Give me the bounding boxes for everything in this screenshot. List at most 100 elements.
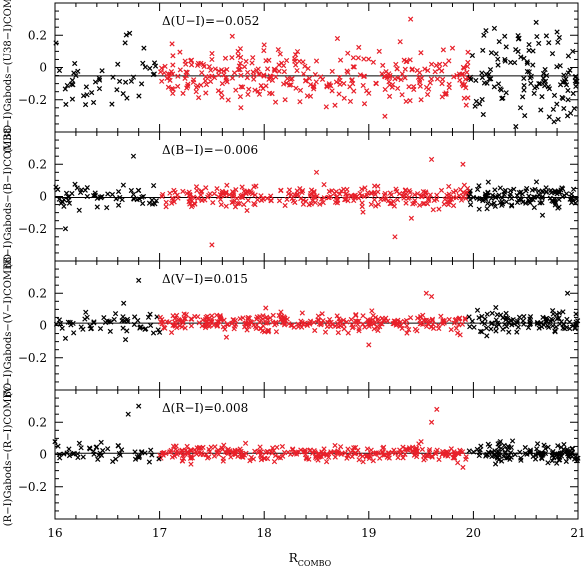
- data-point: [440, 76, 446, 82]
- data-point-stroke: [235, 67, 242, 73]
- data-point-stroke: [567, 196, 573, 202]
- data-point: [495, 81, 502, 87]
- data-point-stroke: [433, 62, 439, 69]
- data-point-stroke: [375, 318, 381, 325]
- data-point: [121, 300, 127, 306]
- data-point-stroke: [476, 315, 482, 321]
- data-point-stroke: [469, 52, 476, 59]
- data-point-stroke: [507, 59, 514, 65]
- data-point: [493, 328, 499, 334]
- data-point-stroke: [341, 95, 347, 101]
- data-point-stroke: [489, 310, 495, 316]
- data-point: [347, 84, 353, 90]
- data-point-stroke: [420, 321, 426, 327]
- data-point-stroke: [373, 80, 379, 86]
- data-point-stroke: [488, 195, 495, 202]
- data-point-stroke: [307, 191, 314, 197]
- data-point-stroke: [289, 195, 295, 202]
- data-point-stroke: [294, 192, 300, 198]
- data-point: [406, 84, 412, 90]
- data-point: [403, 98, 409, 105]
- data-point: [455, 316, 462, 322]
- data-point: [199, 70, 205, 76]
- data-point-stroke: [160, 319, 166, 325]
- data-point-stroke: [233, 187, 239, 193]
- data-point-stroke: [412, 192, 418, 198]
- data-point-stroke: [427, 80, 433, 86]
- data-point-stroke: [555, 189, 561, 195]
- data-point-stroke: [124, 95, 130, 101]
- data-point: [65, 194, 71, 200]
- data-point-stroke: [562, 326, 568, 332]
- data-point: [404, 58, 410, 64]
- data-point-stroke: [416, 202, 423, 208]
- data-point-stroke: [335, 329, 341, 336]
- data-point-stroke: [515, 33, 521, 39]
- data-point: [561, 321, 567, 328]
- data-point-stroke: [418, 50, 424, 56]
- data-point-stroke: [241, 64, 248, 70]
- data-point: [503, 44, 509, 50]
- data-point-stroke: [215, 88, 222, 94]
- data-point: [571, 105, 577, 112]
- data-point-stroke: [514, 329, 520, 335]
- data-point-stroke: [390, 81, 396, 88]
- data-point: [387, 200, 393, 207]
- data-point-stroke: [235, 200, 241, 207]
- data-point: [328, 83, 334, 89]
- data-point-stroke: [378, 196, 384, 202]
- data-point-stroke: [347, 84, 353, 90]
- data-point: [193, 84, 200, 91]
- data-point-stroke: [427, 192, 433, 198]
- data-point-stroke: [246, 323, 252, 329]
- data-point: [362, 324, 368, 330]
- data-point: [163, 199, 169, 205]
- data-point-stroke: [263, 320, 269, 326]
- data-point-stroke: [352, 318, 359, 324]
- data-point-stroke: [556, 310, 563, 316]
- data-point: [414, 328, 420, 334]
- data-point-stroke: [347, 98, 354, 105]
- data-point-stroke: [414, 191, 421, 197]
- data-point: [252, 324, 259, 330]
- data-point: [107, 328, 113, 335]
- data-point: [147, 322, 154, 329]
- data-point-stroke: [278, 60, 285, 66]
- data-point-stroke: [220, 324, 227, 330]
- data-point-stroke: [518, 196, 525, 203]
- data-point-stroke: [182, 316, 188, 322]
- data-point: [468, 76, 474, 83]
- data-point-stroke: [465, 59, 471, 65]
- data-point-stroke: [311, 188, 317, 195]
- data-point: [555, 116, 561, 123]
- data-point-stroke: [501, 189, 508, 195]
- data-point-stroke: [130, 191, 137, 198]
- data-point-stroke: [495, 56, 501, 62]
- data-point-stroke: [382, 86, 388, 93]
- data-point-stroke: [366, 90, 372, 96]
- data-point-stroke: [198, 82, 204, 88]
- data-point: [479, 329, 485, 335]
- data-point-stroke: [563, 82, 570, 88]
- data-point: [253, 183, 259, 189]
- data-point: [183, 311, 190, 318]
- data-point-stroke: [450, 202, 457, 209]
- data-point-stroke: [288, 82, 294, 88]
- data-point-stroke: [224, 321, 230, 328]
- data-point-stroke: [480, 47, 486, 53]
- data-point: [446, 81, 452, 87]
- data-point: [271, 459, 278, 465]
- data-point-stroke: [251, 200, 257, 207]
- data-point-stroke: [153, 198, 159, 204]
- data-point: [294, 67, 300, 74]
- data-point-stroke: [546, 114, 552, 120]
- data-point-stroke: [206, 315, 212, 322]
- data-point-stroke: [268, 198, 274, 204]
- data-point: [88, 326, 94, 332]
- data-point-stroke: [521, 321, 527, 327]
- data-point-stroke: [253, 325, 259, 332]
- data-point: [387, 74, 393, 80]
- data-point: [501, 189, 508, 195]
- data-point: [206, 192, 212, 199]
- data-point: [235, 67, 242, 73]
